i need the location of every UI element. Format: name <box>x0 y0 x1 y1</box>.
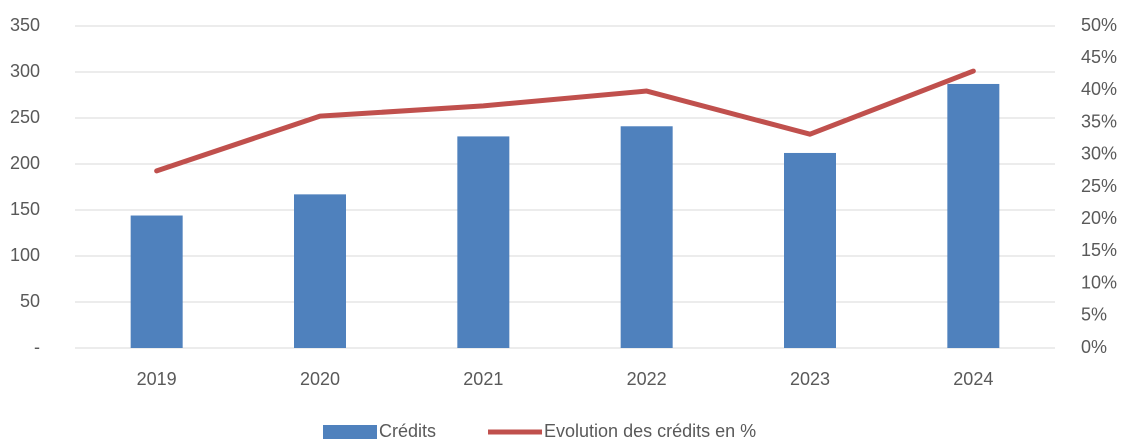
y2-tick-label: 0% <box>1081 337 1107 357</box>
x-tick-label: 2024 <box>953 369 993 389</box>
x-tick-label: 2023 <box>790 369 830 389</box>
y-tick-label: 200 <box>10 153 40 173</box>
legend-label: Crédits <box>379 421 436 441</box>
y2-tick-label: 15% <box>1081 240 1117 260</box>
y2-tick-label: 50% <box>1081 15 1117 35</box>
y-tick-label: 250 <box>10 107 40 127</box>
y-tick-label: 350 <box>10 15 40 35</box>
x-tick-label: 2022 <box>627 369 667 389</box>
bar <box>130 215 183 348</box>
y2-tick-label: 40% <box>1081 79 1117 99</box>
legend-swatch <box>323 425 377 439</box>
x-tick-label: 2019 <box>137 369 177 389</box>
y-tick-label: 50 <box>20 291 40 311</box>
bar <box>294 194 346 348</box>
y-tick-label: 150 <box>10 199 40 219</box>
bar <box>947 83 1000 349</box>
y2-tick-label: 30% <box>1081 144 1117 164</box>
y2-tick-label: 20% <box>1081 208 1117 228</box>
y2-tick-label: 35% <box>1081 111 1117 131</box>
legend-label: Evolution des crédits en % <box>544 421 756 441</box>
line <box>154 68 976 174</box>
x-tick-label: 2021 <box>463 369 503 389</box>
bar <box>784 152 836 348</box>
bar <box>457 136 510 348</box>
y2-tick-label: 25% <box>1081 176 1117 196</box>
y-tick-label: - <box>34 337 40 357</box>
y2-tick-label: 45% <box>1081 47 1117 67</box>
y2-tick-label: 10% <box>1081 272 1117 292</box>
x-tick-label: 2020 <box>300 369 340 389</box>
y-tick-label: 100 <box>10 245 40 265</box>
y2-tick-label: 5% <box>1081 305 1107 325</box>
bar <box>620 126 673 348</box>
y-tick-label: 300 <box>10 61 40 81</box>
